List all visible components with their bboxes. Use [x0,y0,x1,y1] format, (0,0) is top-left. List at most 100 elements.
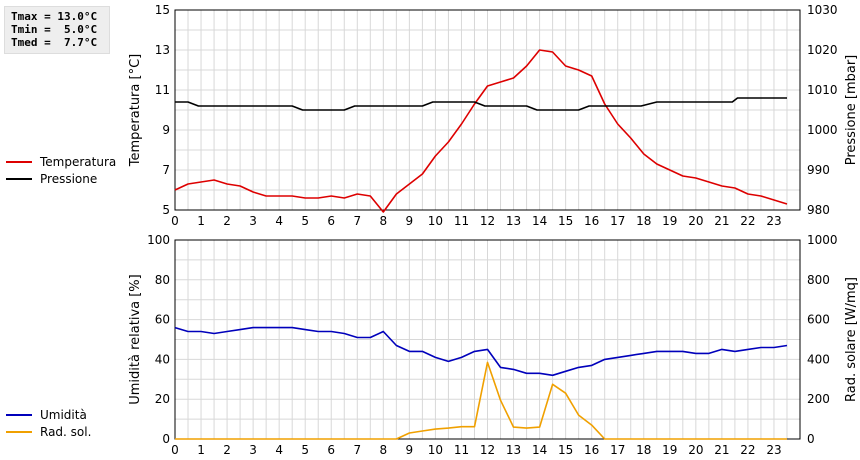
x-tick-label: 5 [301,214,309,228]
y-tick-label-right: 1010 [807,83,838,97]
x-tick-label: 5 [301,443,309,457]
x-tick-label: 6 [327,443,335,457]
x-tick-label: 8 [380,214,388,228]
x-tick-label: 19 [662,214,677,228]
plot-frame [174,9,801,211]
y-tick-label-right: 1000 [807,233,838,247]
x-tick-label: 16 [584,443,599,457]
x-tick-label: 3 [249,214,257,228]
x-tick-label: 6 [327,214,335,228]
legend-swatch [6,177,32,180]
y-tick-label-left: 40 [155,352,170,366]
x-tick-label: 1 [197,443,205,457]
x-tick-label: 20 [688,214,703,228]
stats-tmax: Tmax = 13.0°C [11,10,98,23]
legend-item-temperatura: Temperatura [6,153,116,170]
top-chart-group [174,9,801,213]
legend-swatch [6,430,32,433]
y-axis-label-right: Rad. solare [W/mq] [844,277,859,402]
legend-label: Rad. sol. [40,424,92,439]
y-tick-label-left: 7 [162,163,170,177]
x-tick-label: 9 [406,214,414,228]
series-line-umidit [174,326,788,377]
legend-item-pressione: Pressione [6,170,116,187]
x-tick-label: 14 [532,214,547,228]
y-tick-label-left: 15 [155,3,170,17]
x-tick-label: 0 [171,443,179,457]
y-tick-label-left: 0 [162,432,170,446]
y-tick-label-right: 400 [807,352,830,366]
y-tick-label-right: 1030 [807,3,838,17]
x-tick-label: 20 [688,443,703,457]
legend-swatch [6,413,32,416]
x-tick-label: 13 [506,443,521,457]
legend-label: Temperatura [40,154,117,169]
stats-tmin: Tmin = 5.0°C [11,23,98,36]
x-tick-label: 3 [249,443,257,457]
legend-label: Pressione [40,171,98,186]
x-tick-label: 23 [766,214,781,228]
x-tick-label: 15 [558,214,573,228]
y-tick-label-right: 200 [807,392,830,406]
x-tick-label: 0 [171,214,179,228]
series-line-rad-sol [175,361,787,440]
x-tick-label: 12 [480,443,495,457]
y-tick-label-right: 1020 [807,43,838,57]
y-axis-label-left: Temperatura [°C] [128,54,143,167]
y-tick-label-left: 11 [155,83,170,97]
x-tick-label: 17 [610,214,625,228]
legend-item-umidita: Umidità [6,406,91,423]
y-tick-label-right: 1000 [807,123,838,137]
y-axis-label-left: Umidità relativa [%] [128,274,143,404]
y-tick-label-left: 9 [162,123,170,137]
x-tick-label: 9 [406,443,414,457]
x-tick-label: 14 [532,443,547,457]
x-tick-label: 7 [353,214,361,228]
y-tick-label-left: 13 [155,43,170,57]
y-tick-label-left: 5 [162,203,170,217]
x-tick-label: 22 [740,214,755,228]
x-tick-label: 8 [380,443,388,457]
x-tick-label: 18 [636,443,651,457]
plot-frame [174,239,801,440]
x-tick-label: 4 [275,443,283,457]
x-tick-label: 19 [662,443,677,457]
legend-bottom: Umidità Rad. sol. [6,406,91,440]
x-tick-label: 12 [480,214,495,228]
y-tick-label-right: 980 [807,203,830,217]
y-tick-label-right: 800 [807,273,830,287]
x-tick-label: 22 [740,443,755,457]
x-tick-label: 13 [506,214,521,228]
legend-top: Temperatura Pressione [6,153,116,187]
legend-label: Umidità [40,407,87,422]
y-tick-label-left: 20 [155,392,170,406]
y-tick-label-right: 600 [807,313,830,327]
x-tick-label: 17 [610,443,625,457]
x-tick-label: 15 [558,443,573,457]
x-tick-label: 21 [714,214,729,228]
x-tick-label: 23 [766,443,781,457]
x-tick-label: 11 [454,443,469,457]
series-line-pressione [175,97,787,111]
x-tick-label: 10 [428,443,443,457]
y-axis-label-right: Pressione [mbar] [844,55,859,166]
y-tick-label-left: 100 [147,233,170,247]
x-tick-label: 18 [636,214,651,228]
x-tick-label: 16 [584,214,599,228]
x-tick-label: 10 [428,214,443,228]
y-tick-label-right: 0 [807,432,815,446]
x-tick-label: 11 [454,214,469,228]
y-tick-label-right: 990 [807,163,830,177]
y-tick-label-left: 60 [155,313,170,327]
legend-item-rad-sol: Rad. sol. [6,423,91,440]
bottom-chart-group [174,239,801,440]
x-tick-label: 21 [714,443,729,457]
x-tick-label: 4 [275,214,283,228]
x-tick-label: 2 [223,443,231,457]
y-tick-label-left: 80 [155,273,170,287]
series-line-temperatura [174,49,788,213]
x-tick-label: 2 [223,214,231,228]
x-tick-label: 7 [353,443,361,457]
x-tick-label: 1 [197,214,205,228]
